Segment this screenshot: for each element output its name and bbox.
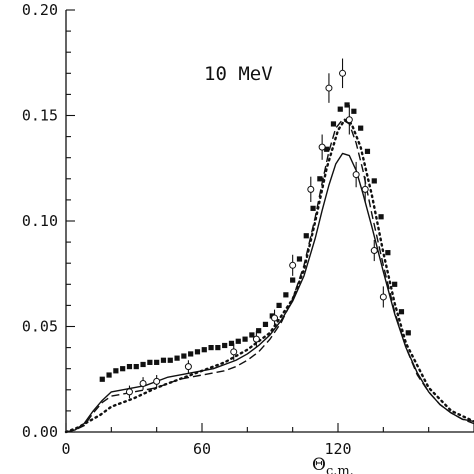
square-point: [324, 146, 330, 152]
square-point: [235, 338, 241, 344]
series-line-dashed: [65, 119, 474, 433]
energy-annotation: 10 MeV: [204, 63, 273, 85]
square-point: [276, 302, 282, 308]
circle-point: [361, 185, 369, 193]
square-point: [126, 363, 133, 370]
y-tick-label: 0.05: [22, 318, 58, 336]
square-point: [249, 332, 255, 338]
circle-point: [125, 388, 133, 396]
square-point: [262, 321, 269, 327]
square-point: [106, 372, 112, 378]
series-group: [64, 118, 474, 434]
y-tick-label: 0.00: [22, 423, 58, 441]
square-point: [99, 376, 105, 382]
square-point: [133, 363, 139, 370]
square-point: [317, 176, 323, 182]
circle-point: [307, 185, 315, 193]
circle-point: [370, 247, 378, 255]
square-point: [351, 108, 357, 114]
square-point: [392, 281, 398, 287]
square-point: [371, 178, 377, 184]
circle-point: [271, 314, 279, 322]
square-point: [140, 361, 146, 368]
circle-point: [184, 363, 192, 371]
square-point: [344, 102, 350, 108]
circle-point: [379, 293, 387, 301]
square-point: [194, 349, 201, 355]
square-point: [330, 121, 337, 127]
x-tick-label: 0: [61, 440, 70, 458]
circle-point: [339, 69, 347, 77]
square-point: [160, 357, 167, 363]
series-line-solid: [65, 152, 474, 433]
square-point: [222, 342, 228, 349]
x-tick-label: 60: [193, 440, 211, 458]
y-tick-label: 0.10: [22, 212, 58, 230]
circle-point: [352, 171, 360, 179]
square-point: [201, 347, 207, 353]
square-point: [167, 357, 173, 363]
square-point: [398, 309, 405, 315]
x-tick-label: 120: [324, 440, 351, 458]
circle-point: [318, 143, 326, 151]
x-axis-label: Θc.m.: [312, 455, 354, 474]
square-point: [385, 250, 391, 256]
square-point: [296, 256, 303, 262]
y-tick-label: 0.20: [22, 1, 58, 19]
y-tick-label: 0.15: [22, 107, 58, 125]
square-point: [208, 345, 214, 351]
square-point: [405, 330, 411, 336]
ticks: 0.00 0.05 0.10 0.15 0.20 0 60 120: [22, 1, 474, 458]
square-point: [337, 106, 343, 112]
x-axis-label-main: Θ: [312, 455, 326, 474]
square-point: [358, 125, 364, 131]
square-point: [154, 359, 160, 365]
circle-point: [345, 116, 353, 124]
square-point: [188, 351, 194, 357]
square-point: [181, 353, 187, 359]
square-point: [290, 277, 296, 283]
square-point: [242, 336, 248, 342]
square-point: [378, 214, 384, 220]
square-point: [147, 359, 153, 365]
circle-point: [139, 379, 147, 387]
circle-point: [289, 261, 297, 269]
square-point: [283, 292, 289, 298]
x-axis-label-sub: c.m.: [326, 464, 354, 474]
square-point: [310, 205, 316, 211]
square-point: [256, 328, 262, 334]
square-point: [113, 368, 119, 374]
square-point: [120, 366, 126, 372]
square-point: [303, 233, 309, 239]
circle-point: [153, 377, 161, 385]
circle-point: [252, 335, 260, 343]
series-line-dotted: [64, 118, 474, 434]
data-points: [99, 58, 411, 399]
circle-point: [325, 84, 333, 92]
circle-point: [230, 348, 238, 356]
square-point: [364, 148, 371, 154]
square-point: [228, 340, 235, 346]
square-point: [215, 345, 221, 351]
square-point: [174, 355, 180, 361]
